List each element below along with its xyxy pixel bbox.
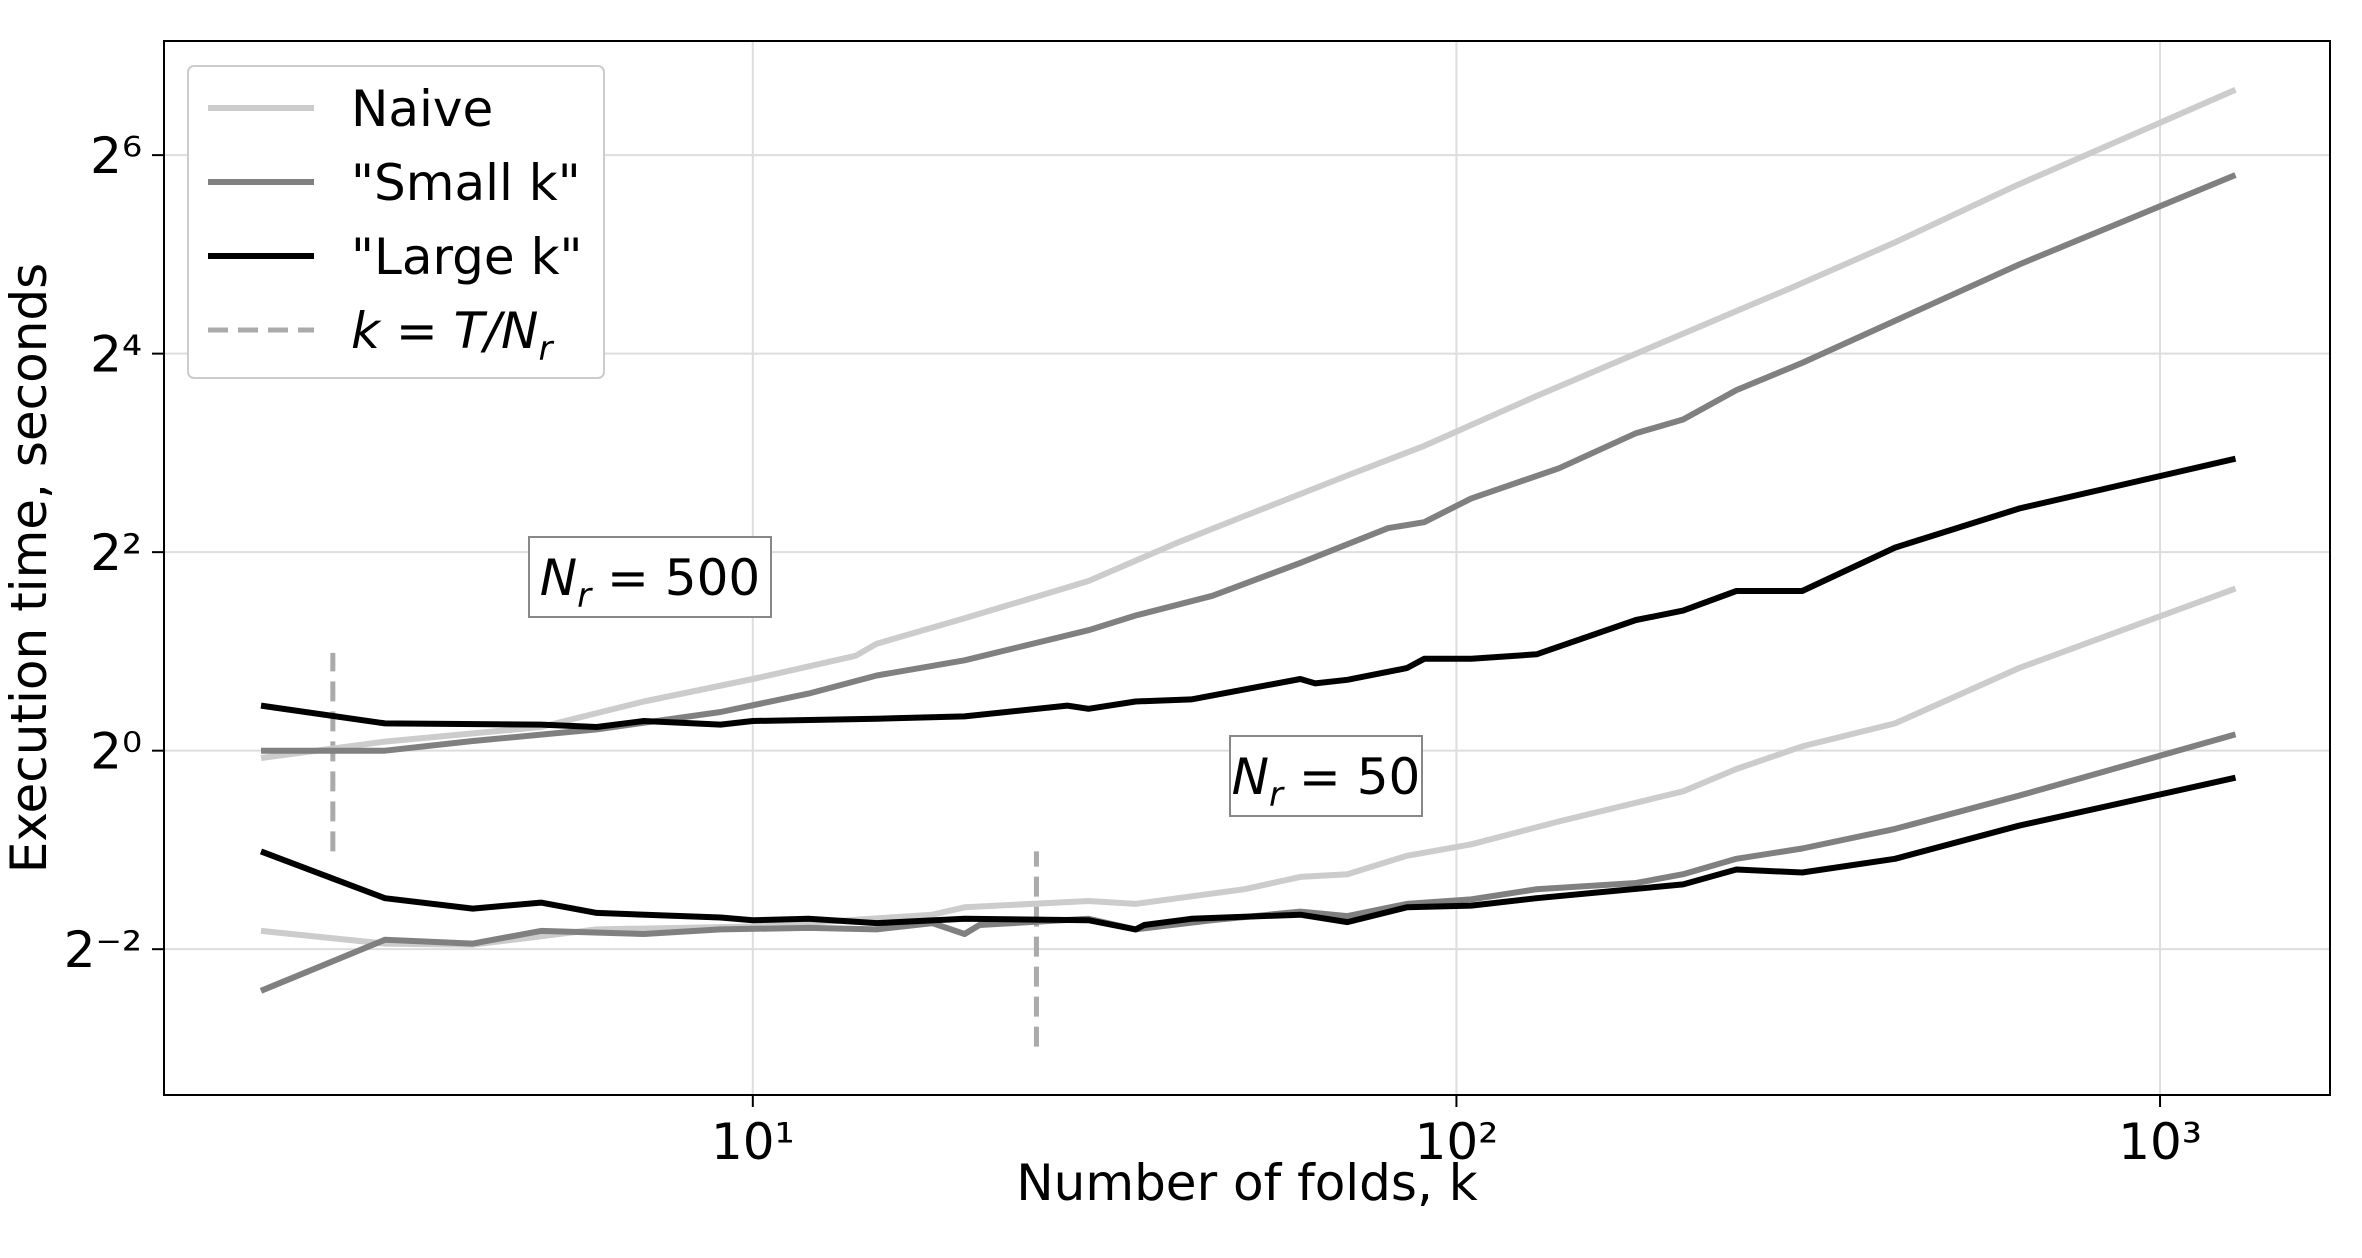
legend-label: Naive bbox=[351, 80, 493, 138]
annotation-box bbox=[1229, 735, 1423, 817]
y-tick-label: 2⁻² bbox=[64, 921, 142, 979]
y-tick-label: 2² bbox=[90, 524, 142, 582]
legend-label: "Large k" bbox=[351, 228, 583, 286]
annotation-subscript: r bbox=[1269, 775, 1285, 815]
series-line bbox=[260, 87, 2237, 761]
annotation: Nr = 50 bbox=[1232, 748, 1421, 815]
series-line bbox=[260, 585, 2237, 948]
annotation-suffix: = 50 bbox=[1283, 748, 1420, 806]
annotation-subscript: r bbox=[577, 576, 593, 616]
legend-label-text: k = T/N bbox=[351, 302, 538, 360]
annotation-text: N bbox=[540, 549, 577, 607]
legend-label: "Small k" bbox=[351, 154, 581, 212]
x-tick-label: 10³ bbox=[2118, 1113, 2202, 1171]
series-line bbox=[259, 774, 2237, 933]
legend-label-subscript: r bbox=[538, 329, 554, 369]
series-line bbox=[259, 731, 2237, 994]
x-tick-label: 10¹ bbox=[711, 1113, 795, 1171]
legend-label: k = T/Nr bbox=[351, 302, 554, 369]
axes-frame bbox=[163, 40, 2331, 1096]
y-tick-label: 2⁰ bbox=[90, 723, 142, 781]
legend: Naive "Small k" "Large k" k = T/Nr bbox=[187, 65, 605, 379]
annotation-box bbox=[528, 536, 772, 618]
plot-area bbox=[259, 87, 2237, 1047]
annotation-text: N bbox=[1232, 748, 1269, 806]
annotation-suffix: = 500 bbox=[591, 549, 760, 607]
x-axis-label: Number of folds, k bbox=[1016, 1154, 1477, 1212]
y-axis-label: Execution time, seconds bbox=[0, 263, 58, 873]
y-tick-label: 2⁶ bbox=[90, 127, 142, 185]
x-tick-label: 10² bbox=[1415, 1113, 1499, 1171]
series-line bbox=[260, 455, 2237, 730]
legend-box bbox=[187, 65, 605, 379]
y-tick-label: 2⁴ bbox=[90, 326, 142, 384]
annotation: Nr = 500 bbox=[540, 549, 761, 616]
